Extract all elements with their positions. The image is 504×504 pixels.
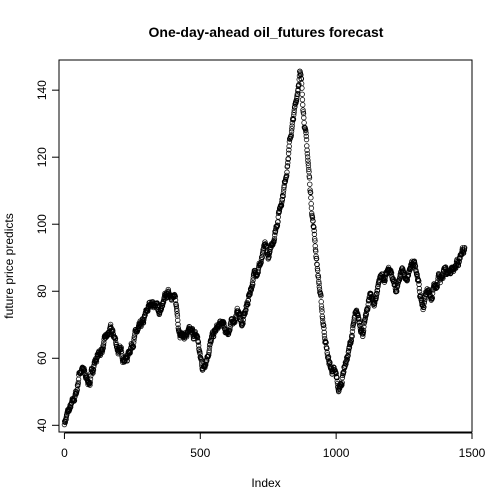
data-point — [300, 103, 305, 108]
y-tick-label: 60 — [35, 351, 49, 365]
data-point — [300, 97, 305, 102]
y-tick-label: 80 — [35, 284, 49, 298]
data-point — [305, 144, 310, 149]
y-tick-label: 40 — [35, 418, 49, 432]
data-point — [307, 182, 312, 187]
data-point — [304, 137, 309, 142]
data-point — [319, 299, 324, 304]
x-axis: 0 500 1000 1500 — [61, 433, 486, 460]
data-point — [309, 201, 314, 206]
data-point — [309, 195, 314, 200]
data-point — [302, 120, 307, 125]
y-tick-label: 120 — [35, 147, 49, 167]
x-tick-label: 1500 — [459, 446, 486, 460]
chart-title: One-day-ahead oil_futures forecast — [149, 24, 384, 40]
data-point — [285, 170, 290, 175]
x-tick-label: 1000 — [323, 446, 350, 460]
y-axis: 40 60 80 100 120 140 — [35, 80, 59, 432]
data-points — [62, 69, 467, 427]
x-tick-label: 500 — [190, 446, 210, 460]
y-axis-label: future price predicts — [2, 213, 16, 318]
data-point — [300, 92, 305, 97]
x-axis-label: Index — [251, 476, 280, 490]
x-tick-label: 0 — [61, 446, 68, 460]
y-tick-label: 140 — [35, 80, 49, 100]
y-tick-label: 100 — [35, 214, 49, 234]
data-point — [309, 206, 314, 211]
data-point — [76, 377, 81, 382]
